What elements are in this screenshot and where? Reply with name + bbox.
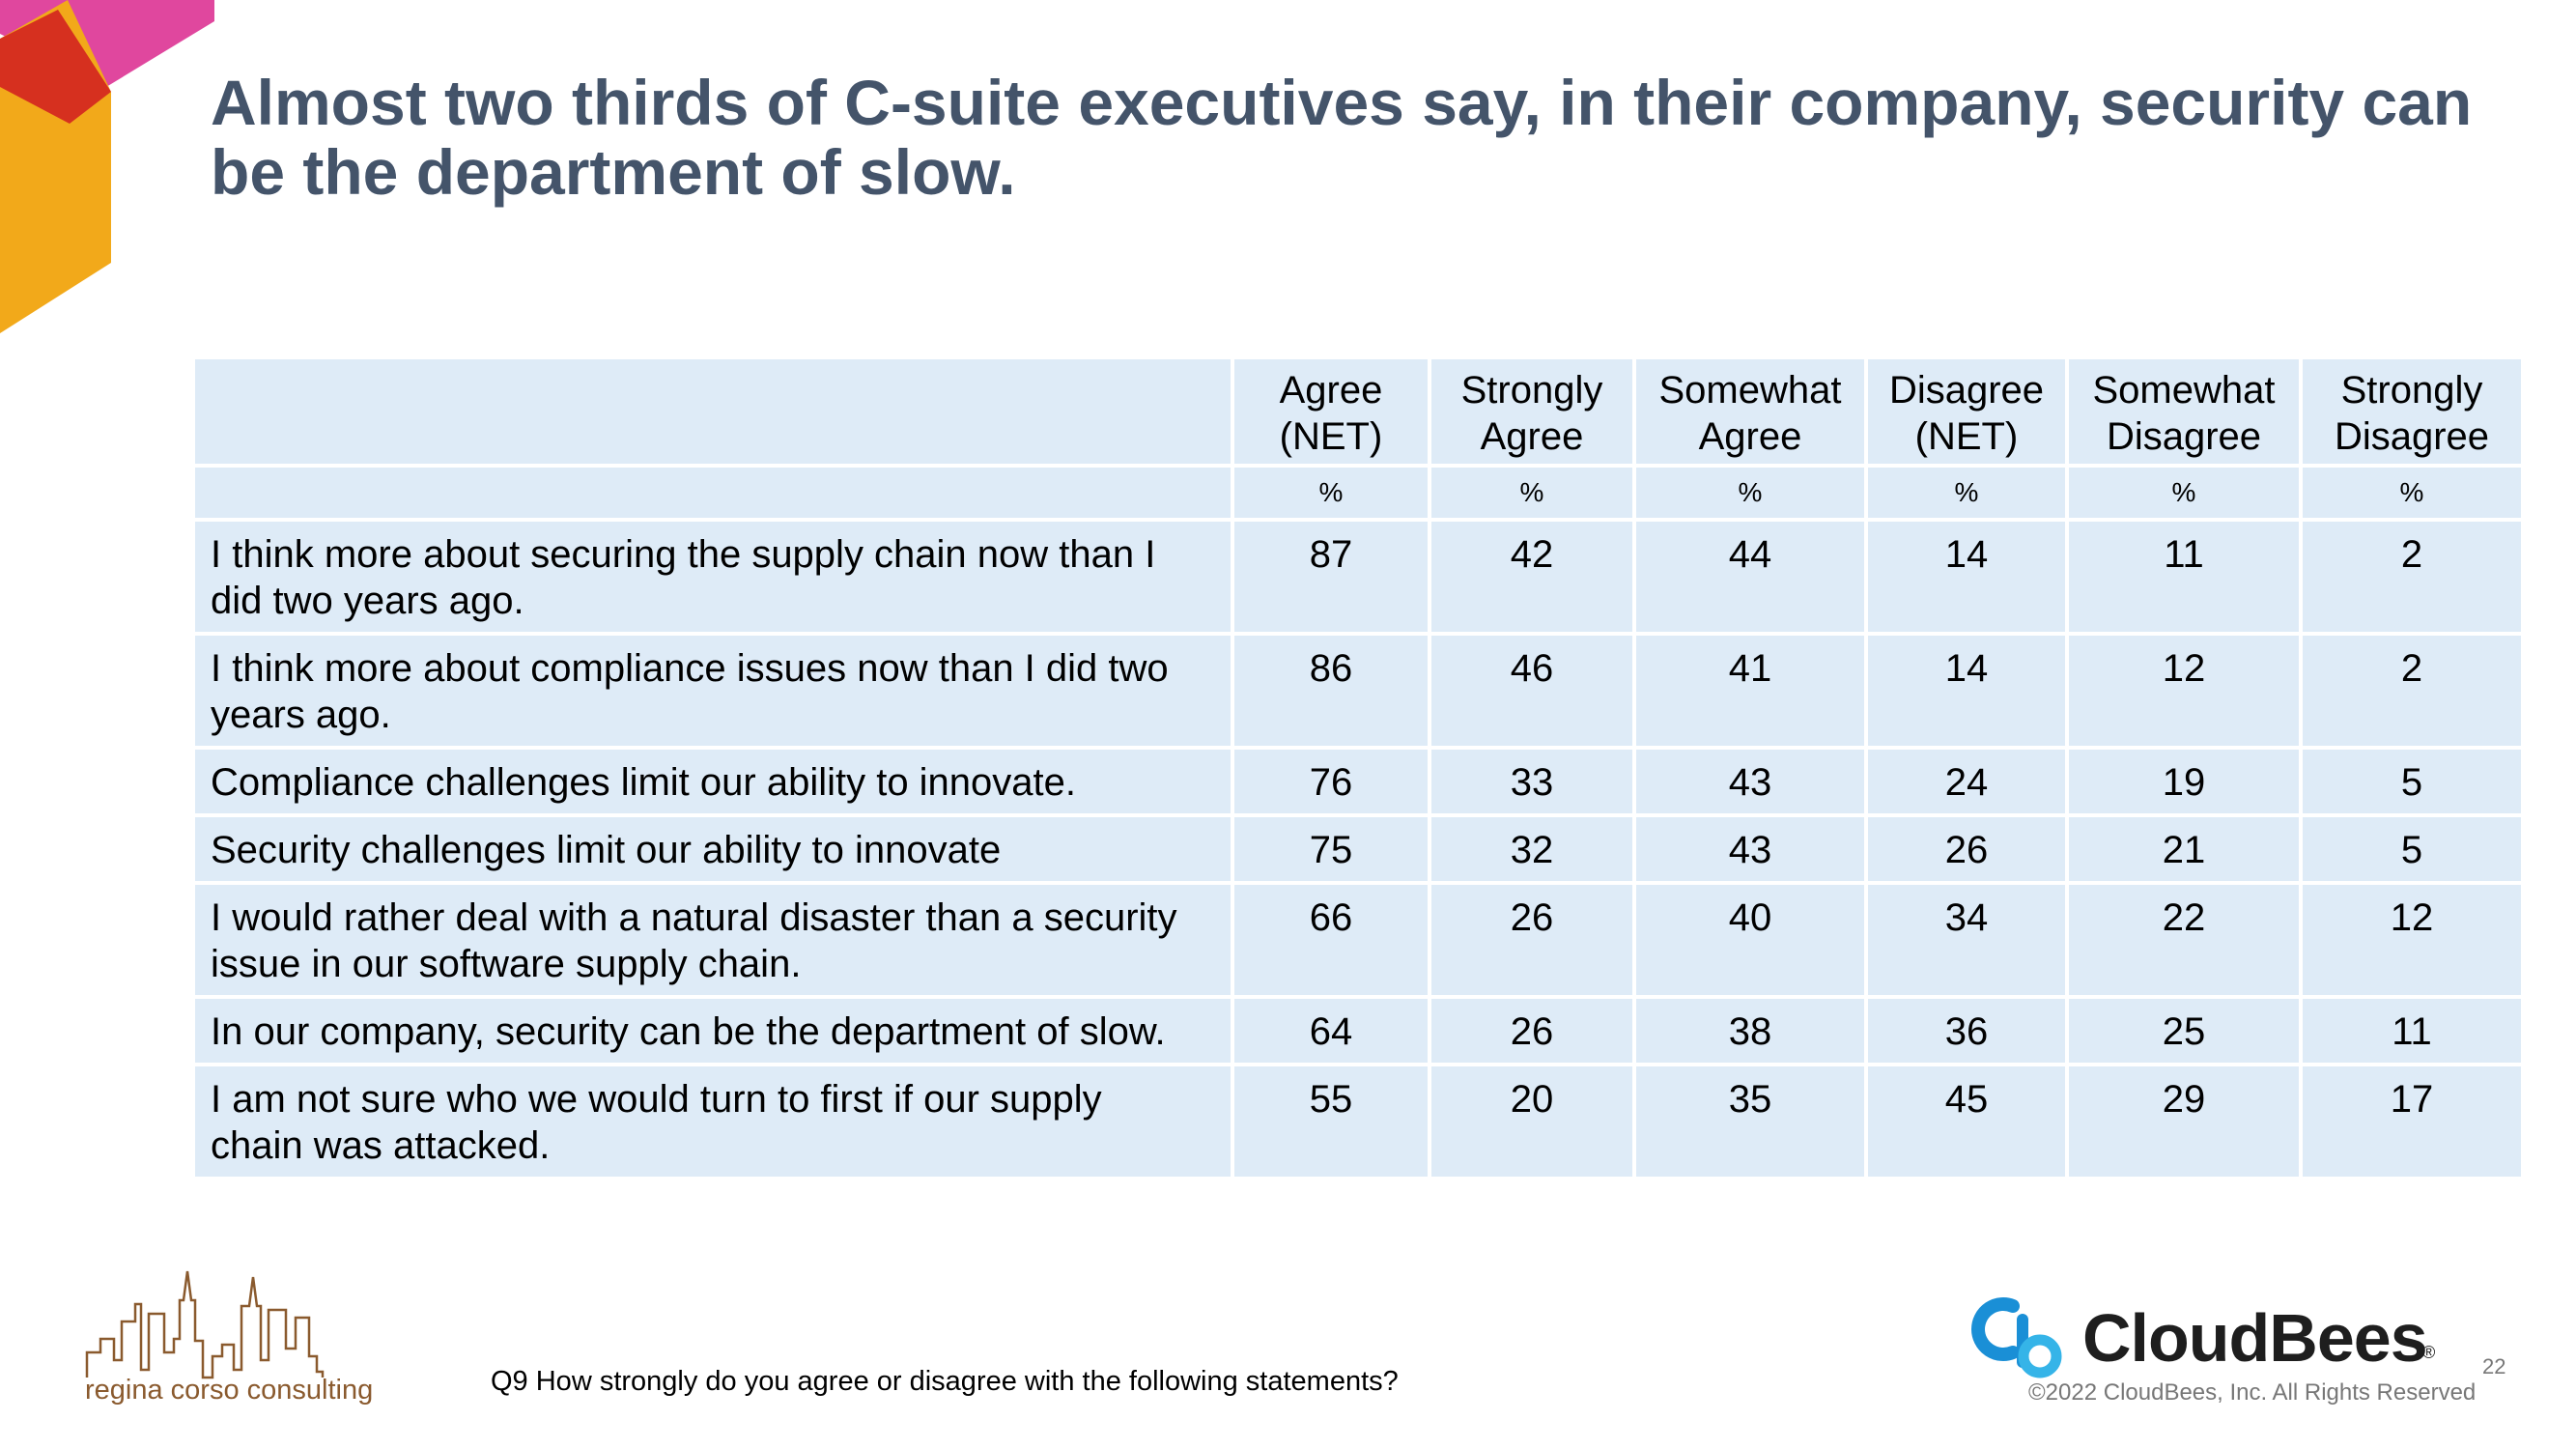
table-row: I would rather deal with a natural disas… xyxy=(195,885,2521,995)
value-cell: 20 xyxy=(1431,1066,1632,1177)
unit-cell: % xyxy=(2069,468,2299,518)
value-cell: 24 xyxy=(1868,750,2065,813)
survey-table-container: Agree (NET) Strongly Agree Somewhat Agree D… xyxy=(191,355,2525,1180)
value-cell: 26 xyxy=(1431,885,1632,995)
value-cell: 86 xyxy=(1234,636,1428,746)
value-cell: 14 xyxy=(1868,636,2065,746)
rcc-logo-text: regina corso consulting xyxy=(85,1375,374,1406)
value-cell: 21 xyxy=(2069,817,2299,881)
statement-cell: I would rather deal with a natural disas… xyxy=(195,885,1231,995)
slide-title: Almost two thirds of C-suite executives … xyxy=(211,67,2473,208)
cloudbees-wordmark: CloudBees xyxy=(2082,1300,2428,1376)
value-cell: 76 xyxy=(1234,750,1428,813)
statement-cell: Security challenges limit our ability to… xyxy=(195,817,1231,881)
value-cell: 29 xyxy=(2069,1066,2299,1177)
value-cell: 38 xyxy=(1636,999,1864,1063)
value-cell: 35 xyxy=(1636,1066,1864,1177)
column-header: Disagree (NET) xyxy=(1868,359,2065,464)
table-row: I am not sure who we would turn to first… xyxy=(195,1066,2521,1177)
statement-cell: I am not sure who we would turn to first… xyxy=(195,1066,1231,1177)
value-cell: 75 xyxy=(1234,817,1428,881)
value-cell: 42 xyxy=(1431,522,1632,632)
header-row: Agree (NET) Strongly Agree Somewhat Agree D… xyxy=(195,359,2521,464)
value-cell: 55 xyxy=(1234,1066,1428,1177)
statement-cell: I think more about compliance issues now… xyxy=(195,636,1231,746)
statement-cell: In our company, security can be the depa… xyxy=(195,999,1231,1063)
unit-cell: % xyxy=(1636,468,1864,518)
value-cell: 22 xyxy=(2069,885,2299,995)
value-cell: 26 xyxy=(1431,999,1632,1063)
value-cell: 44 xyxy=(1636,522,1864,632)
unit-cell: % xyxy=(2303,468,2521,518)
statement-cell: I think more about securing the supply c… xyxy=(195,522,1231,632)
value-cell: 5 xyxy=(2303,750,2521,813)
value-cell: 43 xyxy=(1636,750,1864,813)
statement-cell: Compliance challenges limit our ability … xyxy=(195,750,1231,813)
value-cell: 87 xyxy=(1234,522,1428,632)
value-cell: 17 xyxy=(2303,1066,2521,1177)
table-row: Security challenges limit our ability to… xyxy=(195,817,2521,881)
table-row: Compliance challenges limit our ability … xyxy=(195,750,2521,813)
column-header: Strongly Agree xyxy=(1431,359,1632,464)
column-header: Somewhat Disagree xyxy=(2069,359,2299,464)
value-cell: 2 xyxy=(2303,522,2521,632)
value-cell: 2 xyxy=(2303,636,2521,746)
value-cell: 26 xyxy=(1868,817,2065,881)
value-cell: 45 xyxy=(1868,1066,2065,1177)
value-cell: 34 xyxy=(1868,885,2065,995)
table-row: In our company, security can be the depa… xyxy=(195,999,2521,1063)
value-cell: 43 xyxy=(1636,817,1864,881)
header-empty-cell xyxy=(195,359,1231,464)
value-cell: 41 xyxy=(1636,636,1864,746)
page-number: 22 xyxy=(2482,1354,2506,1378)
value-cell: 11 xyxy=(2303,999,2521,1063)
table-row: I think more about compliance issues now… xyxy=(195,636,2521,746)
column-header: Agree (NET) xyxy=(1234,359,1428,464)
registered-mark: ® xyxy=(2422,1343,2436,1362)
value-cell: 5 xyxy=(2303,817,2521,881)
value-cell: 40 xyxy=(1636,885,1864,995)
survey-table: Agree (NET) Strongly Agree Somewhat Agree D… xyxy=(191,355,2525,1180)
question-footnote: Q9 How strongly do you agree or disagree… xyxy=(491,1366,1399,1397)
cloudbees-logo-icon xyxy=(1971,1297,2062,1378)
value-cell: 11 xyxy=(2069,522,2299,632)
copyright-text: ©2022 CloudBees, Inc. All Rights Reserve… xyxy=(2028,1379,2477,1406)
column-header: Strongly Disagree xyxy=(2303,359,2521,464)
value-cell: 64 xyxy=(1234,999,1428,1063)
value-cell: 14 xyxy=(1868,522,2065,632)
unit-row: % % % % % % xyxy=(195,468,2521,518)
city-skyline-icon xyxy=(85,1270,325,1379)
value-cell: 33 xyxy=(1431,750,1632,813)
corner-decoration-icon xyxy=(0,0,214,333)
unit-cell: % xyxy=(1431,468,1632,518)
value-cell: 12 xyxy=(2303,885,2521,995)
value-cell: 66 xyxy=(1234,885,1428,995)
value-cell: 36 xyxy=(1868,999,2065,1063)
column-header: Somewhat Agree xyxy=(1636,359,1864,464)
value-cell: 12 xyxy=(2069,636,2299,746)
unit-cell: % xyxy=(1234,468,1428,518)
value-cell: 32 xyxy=(1431,817,1632,881)
value-cell: 19 xyxy=(2069,750,2299,813)
table-row: I think more about securing the supply c… xyxy=(195,522,2521,632)
value-cell: 46 xyxy=(1431,636,1632,746)
value-cell: 25 xyxy=(2069,999,2299,1063)
unit-cell: % xyxy=(1868,468,2065,518)
unit-empty-cell xyxy=(195,468,1231,518)
